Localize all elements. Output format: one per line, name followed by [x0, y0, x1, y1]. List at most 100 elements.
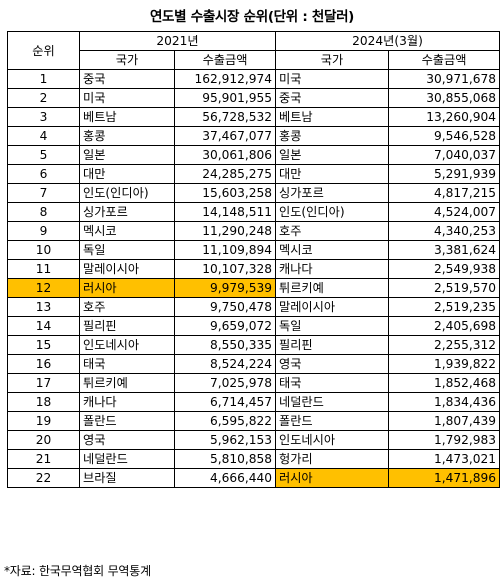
amount-2024-cell: 1,473,021 [388, 449, 500, 469]
country-2021-cell: 대만 [79, 164, 175, 184]
table-row: 3 베트남 56,728,532 베트남 13,260,904 [7, 107, 500, 127]
table-row: 1 중국 162,912,974 미국 30,971,678 [7, 69, 500, 89]
country-2024-header: 국가 [275, 50, 389, 70]
country-2024-cell: 튀르키예 [275, 278, 389, 298]
table-row: 4 홍콩 37,467,077 홍콩 9,546,528 [7, 126, 500, 146]
table-row: 16 태국 8,524,224 영국 1,939,822 [7, 354, 500, 374]
amount-2021-cell: 15,603,258 [174, 183, 276, 203]
table-row: 6 대만 24,285,275 대만 5,291,939 [7, 164, 500, 184]
amount-2021-cell: 11,109,894 [174, 240, 276, 260]
amount-2024-cell: 13,260,904 [388, 107, 500, 127]
table-row: 7 인도(인디아) 15,603,258 싱가포르 4,817,215 [7, 183, 500, 203]
amount-2024-cell: 1,807,439 [388, 411, 500, 431]
source-note: *자료: 한국무역협회 무역통계 [4, 564, 151, 578]
rank-cell: 22 [7, 468, 80, 488]
country-2024-cell: 싱가포르 [275, 183, 389, 203]
amount-2024-cell: 2,405,698 [388, 316, 500, 336]
country-2024-cell: 태국 [275, 373, 389, 393]
amount-2024-cell: 7,040,037 [388, 145, 500, 165]
amount-2024-cell: 30,971,678 [388, 69, 500, 89]
amount-2021-cell: 30,061,806 [174, 145, 276, 165]
table-body: 1 중국 162,912,974 미국 30,971,678 2 미국 95,901,955 중… [7, 69, 500, 488]
rank-cell: 8 [7, 202, 80, 222]
amount-2024-cell: 4,340,253 [388, 221, 500, 241]
amount-2024-cell: 1,939,822 [388, 354, 500, 374]
amount-2021-cell: 24,285,275 [174, 164, 276, 184]
rank-cell: 9 [7, 221, 80, 241]
country-2021-cell: 태국 [79, 354, 175, 374]
amount-2021-cell: 11,290,248 [174, 221, 276, 241]
country-2024-cell: 말레이시아 [275, 297, 389, 317]
country-2024-cell: 멕시코 [275, 240, 389, 260]
country-2024-cell: 필리핀 [275, 335, 389, 355]
country-2024-cell: 일본 [275, 145, 389, 165]
rank-cell: 4 [7, 126, 80, 146]
country-2021-cell: 인도(인디아) [79, 183, 175, 203]
country-2024-cell: 중국 [275, 88, 389, 108]
country-2021-cell: 캐나다 [79, 392, 175, 412]
table-title: 연도별 수출시장 순위(단위 : 천달러) [149, 9, 355, 25]
amount-2021-cell: 9,750,478 [174, 297, 276, 317]
country-2024-cell: 영국 [275, 354, 389, 374]
country-2024-cell: 러시아 [275, 468, 389, 488]
table-row: 9 멕시코 11,290,248 호주 4,340,253 [7, 221, 500, 241]
country-2024-cell: 네덜란드 [275, 392, 389, 412]
rank-cell: 14 [7, 316, 80, 336]
amount-2024-cell: 4,817,215 [388, 183, 500, 203]
rank-cell: 17 [7, 373, 80, 393]
rank-cell: 12 [7, 278, 80, 298]
year-2021-header: 2021년 [79, 31, 276, 51]
amount-2021-cell: 162,912,974 [174, 69, 276, 89]
table-row: 17 튀르키예 7,025,978 태국 1,852,468 [7, 373, 500, 393]
country-2024-cell: 미국 [275, 69, 389, 89]
rank-cell: 19 [7, 411, 80, 431]
amount-2024-cell: 1,792,983 [388, 430, 500, 450]
country-2024-cell: 독일 [275, 316, 389, 336]
country-2021-cell: 독일 [79, 240, 175, 260]
rank-cell: 10 [7, 240, 80, 260]
country-2021-cell: 멕시코 [79, 221, 175, 241]
rank-cell: 3 [7, 107, 80, 127]
amount-2024-cell: 1,834,436 [388, 392, 500, 412]
rank-cell: 18 [7, 392, 80, 412]
country-2024-cell: 캐나다 [275, 259, 389, 279]
rank-cell: 13 [7, 297, 80, 317]
rank-header: 순위 [7, 31, 80, 70]
country-2021-cell: 튀르키예 [79, 373, 175, 393]
amount-2021-cell: 6,595,822 [174, 411, 276, 431]
rank-cell: 21 [7, 449, 80, 469]
amount-2021-cell: 8,524,224 [174, 354, 276, 374]
amount-2024-cell: 2,255,312 [388, 335, 500, 355]
table-row: 15 인도네시아 8,550,335 필리핀 2,255,312 [7, 335, 500, 355]
table-row: 18 캐나다 6,714,457 네덜란드 1,834,436 [7, 392, 500, 412]
country-2021-cell: 말레이시아 [79, 259, 175, 279]
amount-2024-cell: 3,381,624 [388, 240, 500, 260]
country-2024-cell: 인도네시아 [275, 430, 389, 450]
country-2021-cell: 홍콩 [79, 126, 175, 146]
rank-cell: 15 [7, 335, 80, 355]
amount-2021-cell: 95,901,955 [174, 88, 276, 108]
country-2021-cell: 중국 [79, 69, 175, 89]
table-row: 13 호주 9,750,478 말레이시아 2,519,235 [7, 297, 500, 317]
amount-2024-cell: 2,519,235 [388, 297, 500, 317]
table-row: 8 싱가포르 14,148,511 인도(인디아) 4,524,007 [7, 202, 500, 222]
amount-2021-cell: 56,728,532 [174, 107, 276, 127]
amount-2024-cell: 2,549,938 [388, 259, 500, 279]
country-2021-cell: 브라질 [79, 468, 175, 488]
rank-cell: 11 [7, 259, 80, 279]
amount-2024-cell: 2,519,570 [388, 278, 500, 298]
rank-cell: 6 [7, 164, 80, 184]
amount-2024-cell: 5,291,939 [388, 164, 500, 184]
amount-2021-cell: 9,659,072 [174, 316, 276, 336]
amount-2024-cell: 30,855,068 [388, 88, 500, 108]
table-row: 22 브라질 4,666,440 러시아 1,471,896 [7, 468, 500, 488]
amount-2024-cell: 4,524,007 [388, 202, 500, 222]
country-2021-cell: 일본 [79, 145, 175, 165]
rank-cell: 1 [7, 69, 80, 89]
amount-2021-cell: 5,962,153 [174, 430, 276, 450]
country-2021-cell: 베트남 [79, 107, 175, 127]
country-2021-cell: 호주 [79, 297, 175, 317]
country-2024-cell: 대만 [275, 164, 389, 184]
country-2021-cell: 러시아 [79, 278, 175, 298]
country-2024-cell: 베트남 [275, 107, 389, 127]
